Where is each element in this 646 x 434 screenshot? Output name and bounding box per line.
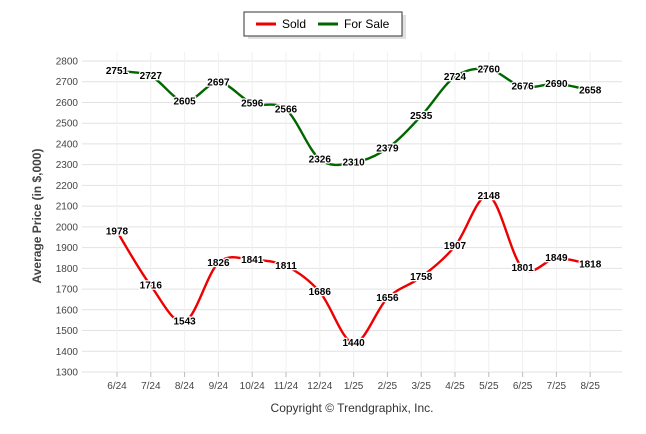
y-tick-label: 2200: [56, 181, 79, 192]
data-label-for-sale: 2658: [579, 85, 602, 96]
y-tick-label: 1700: [56, 285, 79, 296]
x-tick-label: 4/25: [445, 381, 465, 392]
x-tick-label: 6/24: [107, 381, 127, 392]
data-label-sold: 1841: [241, 255, 264, 266]
x-tick-label: 2/25: [378, 381, 398, 392]
data-labels: 1978 1716 1543 1826 1841 1811 1686 1440 1656 1758…: [105, 63, 603, 350]
x-tick-label: 9/24: [209, 381, 229, 392]
y-tick-label: 1900: [56, 243, 79, 254]
data-label-sold: 1716: [140, 281, 163, 292]
y-tick-label: 2400: [56, 139, 79, 150]
series-line-for-sale: [115, 67, 592, 167]
data-label-for-sale: 2566: [275, 105, 298, 116]
y-tick-label: 2100: [56, 202, 79, 213]
series-line-sold: [115, 194, 592, 345]
y-tick-label: 2500: [56, 119, 79, 130]
data-label-for-sale: 2326: [309, 154, 332, 165]
data-label-sold: 2148: [478, 191, 501, 202]
y-tick-label: 2300: [56, 160, 79, 171]
data-label-sold: 1978: [106, 226, 129, 237]
data-label-for-sale: 2724: [444, 72, 467, 83]
legend: Sold For Sale: [243, 11, 406, 39]
data-label-for-sale: 2535: [410, 111, 433, 122]
data-label-for-sale: 2751: [106, 66, 129, 77]
x-tick-label: 1/25: [344, 381, 364, 392]
y-tick-label: 1300: [56, 368, 79, 379]
data-label-for-sale: 2676: [511, 82, 534, 93]
data-label-sold: 1801: [511, 263, 534, 274]
data-label-sold: 1818: [579, 260, 602, 271]
data-label-for-sale: 2697: [207, 77, 230, 88]
x-tick-label: 7/25: [547, 381, 567, 392]
data-label-sold: 1656: [376, 293, 399, 304]
legend-label-for-sale: For Sale: [344, 17, 390, 31]
y-tick-label: 1800: [56, 264, 79, 275]
data-label-for-sale: 2690: [545, 79, 568, 90]
x-tick-label: 8/24: [175, 381, 195, 392]
y-tick-label: 2600: [56, 98, 79, 109]
y-tick-label: 2000: [56, 222, 79, 233]
y-tick-label: 1500: [56, 326, 79, 337]
x-tick-label: 3/25: [411, 381, 431, 392]
y-tick-label: 2800: [56, 57, 79, 68]
gridlines: [82, 52, 622, 377]
series-lines: [115, 67, 592, 345]
data-label-sold: 1686: [309, 287, 332, 298]
x-tick-label: 6/25: [513, 381, 533, 392]
x-tick-label: 5/25: [479, 381, 499, 392]
x-tick-label: 11/24: [274, 381, 299, 392]
data-label-sold: 1543: [173, 317, 196, 328]
y-tick-label: 1600: [56, 305, 79, 316]
data-label-for-sale: 2596: [241, 98, 264, 109]
data-label-sold: 1849: [545, 253, 568, 264]
data-label-for-sale: 2310: [342, 158, 365, 169]
x-tick-labels: 6/24 7/24 8/24 9/24 10/24 11/24 12/24 1/25 2/25 3…: [107, 381, 600, 392]
legend-label-sold: Sold: [282, 17, 306, 31]
data-label-for-sale: 2727: [140, 71, 163, 82]
data-label-for-sale: 2760: [478, 64, 501, 75]
y-tick-label: 1400: [56, 347, 79, 358]
copyright-credit: Copyright © Trendgraphix, Inc.: [271, 401, 434, 415]
data-label-sold: 1758: [410, 272, 433, 283]
data-label-sold: 1826: [207, 258, 230, 269]
data-label-for-sale: 2605: [173, 96, 196, 107]
x-tick-label: 10/24: [240, 381, 265, 392]
y-tick-labels: 1300 1400 1500 1600 1700 1800 1900 2000 2100 2200…: [56, 57, 79, 379]
y-axis-title: Average Price (in $,000): [30, 149, 44, 284]
data-label-for-sale: 2379: [376, 143, 399, 154]
x-tick-label: 12/24: [307, 381, 332, 392]
x-tick-label: 8/25: [580, 381, 600, 392]
y-tick-label: 2700: [56, 77, 79, 88]
data-label-sold: 1811: [275, 261, 297, 272]
data-label-sold: 1440: [342, 338, 365, 349]
data-label-sold: 1907: [444, 241, 467, 252]
x-tick-label: 7/24: [141, 381, 161, 392]
